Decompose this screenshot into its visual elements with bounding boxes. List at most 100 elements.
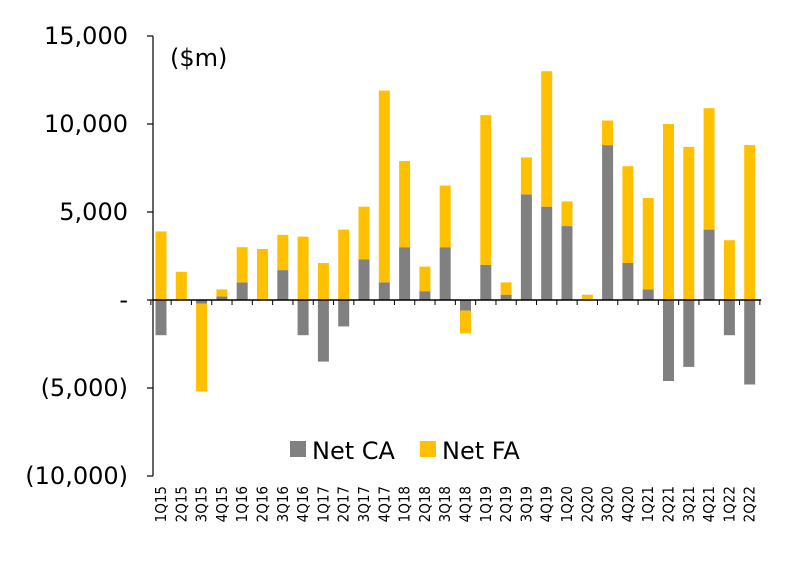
x-tick-label: 4Q21 xyxy=(700,486,718,522)
bar-net-fa xyxy=(277,234,289,271)
bar-net-fa xyxy=(236,247,248,283)
bar-net-fa xyxy=(460,310,471,334)
y-tick-label: 10,000 xyxy=(44,110,128,138)
x-tick-label: 2Q22 xyxy=(741,486,759,522)
bar-net-fa xyxy=(257,249,268,300)
bar-net-fa xyxy=(439,185,451,248)
bar-net-fa xyxy=(602,120,614,146)
bar-net-ca xyxy=(216,296,228,300)
x-axis: 1Q15 2Q15 3Q15 4Q15 1Q16 2Q16 3Q16 4Q16 1Q17 2Q17… xyxy=(150,299,762,522)
x-tick-label: 1Q20 xyxy=(558,486,576,522)
x-tick-label: 3Q15 xyxy=(193,486,211,522)
x-tick-label: 4Q16 xyxy=(294,486,312,522)
y-tick-label: - xyxy=(119,286,128,314)
bar-net-ca xyxy=(196,300,208,304)
x-tick-label: 2Q16 xyxy=(254,486,272,522)
bar-net-ca xyxy=(236,282,248,300)
bar-net-fa xyxy=(541,71,553,207)
bar-net-ca xyxy=(642,289,654,300)
bar-net-fa xyxy=(561,201,573,226)
bar-net-ca xyxy=(480,264,492,300)
bar-net-fa xyxy=(581,294,593,300)
bar-net-ca xyxy=(358,259,370,300)
bar-net-ca xyxy=(744,300,756,385)
x-tick-label: 4Q17 xyxy=(375,486,393,522)
bar-net-fa xyxy=(622,166,634,263)
bar-net-ca xyxy=(520,194,532,300)
x-tick-label: 1Q15 xyxy=(152,486,170,522)
bar-net-ca xyxy=(541,206,553,300)
bars-layer xyxy=(155,71,756,392)
x-tick-label: 3Q21 xyxy=(680,486,698,522)
x-tick-label: 3Q18 xyxy=(436,486,454,522)
bar-net-fa xyxy=(358,206,370,260)
x-tick-label: 2Q19 xyxy=(497,486,515,522)
bar-net-ca xyxy=(297,300,309,336)
bar-net-fa xyxy=(480,115,492,265)
y-tick-label: 5,000 xyxy=(59,198,128,226)
x-tick-label: 4Q18 xyxy=(457,486,475,522)
legend-swatch-net-ca xyxy=(290,441,306,457)
x-tick-label: 2Q15 xyxy=(172,486,190,522)
legend-label-net-fa: Net FA xyxy=(442,437,520,465)
x-tick-label: 4Q19 xyxy=(538,486,556,522)
bar-net-ca xyxy=(500,294,512,300)
x-tick-label: 1Q22 xyxy=(720,486,738,522)
y-tick-label: 15,000 xyxy=(44,22,128,50)
x-tick-label: 3Q20 xyxy=(599,486,617,522)
bar-net-ca xyxy=(703,229,715,300)
bar-net-ca xyxy=(317,300,329,362)
x-tick-label: 1Q18 xyxy=(396,486,414,522)
bar-net-fa xyxy=(642,197,654,290)
legend-swatch-net-fa xyxy=(420,441,436,457)
legend-label-net-ca: Net CA xyxy=(312,437,396,465)
y-tick-label: (5,000) xyxy=(41,374,128,402)
bar-net-ca xyxy=(378,282,390,300)
bar-net-ca xyxy=(602,145,614,300)
bar-net-ca xyxy=(439,247,451,300)
bar-net-ca xyxy=(460,300,471,311)
bar-net-fa xyxy=(703,108,715,230)
bar-net-fa xyxy=(297,236,309,300)
x-tick-label: 1Q16 xyxy=(233,486,251,522)
bar-net-fa xyxy=(155,231,167,300)
bar-net-fa xyxy=(317,263,329,300)
bar-net-fa xyxy=(216,289,228,297)
bar-net-ca xyxy=(723,300,735,336)
x-tick-label: 1Q19 xyxy=(477,486,495,522)
bar-net-fa xyxy=(683,146,695,300)
y-axis: (10,000) (5,000) - 5,000 10,000 15,000 xyxy=(25,22,154,490)
bar-net-ca xyxy=(622,263,634,300)
bar-net-fa xyxy=(399,161,411,248)
bar-net-fa xyxy=(338,229,350,300)
x-tick-label: 2Q18 xyxy=(416,486,434,522)
x-tick-label: 1Q21 xyxy=(639,486,657,522)
bar-net-fa xyxy=(520,157,532,195)
bar-net-fa xyxy=(378,90,390,283)
x-tick-label: 1Q17 xyxy=(314,486,332,522)
bar-net-ca xyxy=(663,300,674,381)
bar-net-fa xyxy=(196,303,208,392)
y-tick-label: (10,000) xyxy=(25,462,128,490)
x-tick-label: 2Q21 xyxy=(660,486,678,522)
x-tick-label: 3Q16 xyxy=(274,486,292,522)
bar-net-ca xyxy=(277,270,289,300)
x-tick-label: 2Q20 xyxy=(578,486,596,522)
bar-net-fa xyxy=(500,282,512,295)
bar-net-fa xyxy=(663,124,674,300)
bar-net-ca xyxy=(399,247,411,300)
x-tick-label: 4Q20 xyxy=(619,486,637,522)
bar-net-ca xyxy=(338,300,350,327)
legend: Net CA Net FA xyxy=(290,437,520,465)
bar-net-fa xyxy=(419,266,431,292)
bar-net-fa xyxy=(175,271,187,300)
bar-net-fa xyxy=(744,145,756,300)
unit-label: ($m) xyxy=(170,44,227,72)
x-tick-label: 2Q17 xyxy=(335,486,353,522)
bar-net-ca xyxy=(683,300,695,367)
x-tick-label: 3Q19 xyxy=(517,486,535,522)
bar-net-ca xyxy=(155,300,167,336)
bar-net-fa xyxy=(723,240,735,300)
bar-net-ca xyxy=(419,291,431,300)
